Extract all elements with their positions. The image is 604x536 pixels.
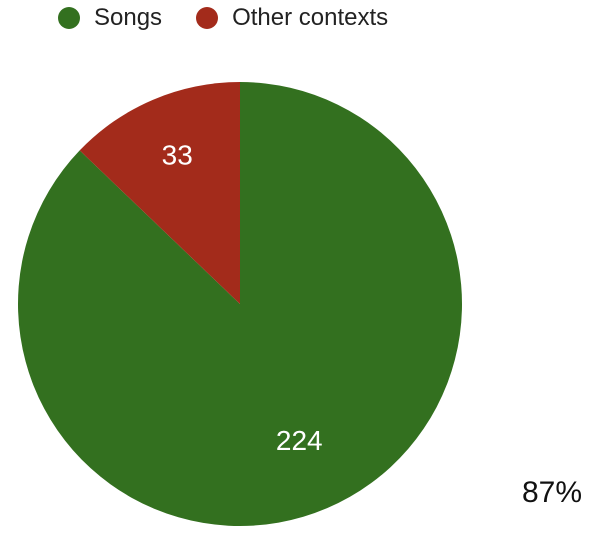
percentage-annotation: 87% [522, 476, 583, 509]
legend-label-other-contexts: Other contexts [232, 4, 389, 31]
legend-label-songs: Songs [94, 4, 163, 31]
slice-label-other-contexts: 33 [162, 139, 193, 170]
legend-swatch-songs [58, 7, 80, 29]
chart-legend: Songs Other contexts [58, 4, 422, 32]
slice-label-songs: 224 [276, 425, 323, 456]
pie-slice-songs [17, 82, 462, 527]
pie-slice-other-contexts [79, 82, 240, 304]
legend-item-other-contexts: Other contexts [196, 4, 388, 32]
legend-item-songs: Songs [58, 4, 162, 32]
legend-swatch-other-contexts [196, 7, 219, 29]
